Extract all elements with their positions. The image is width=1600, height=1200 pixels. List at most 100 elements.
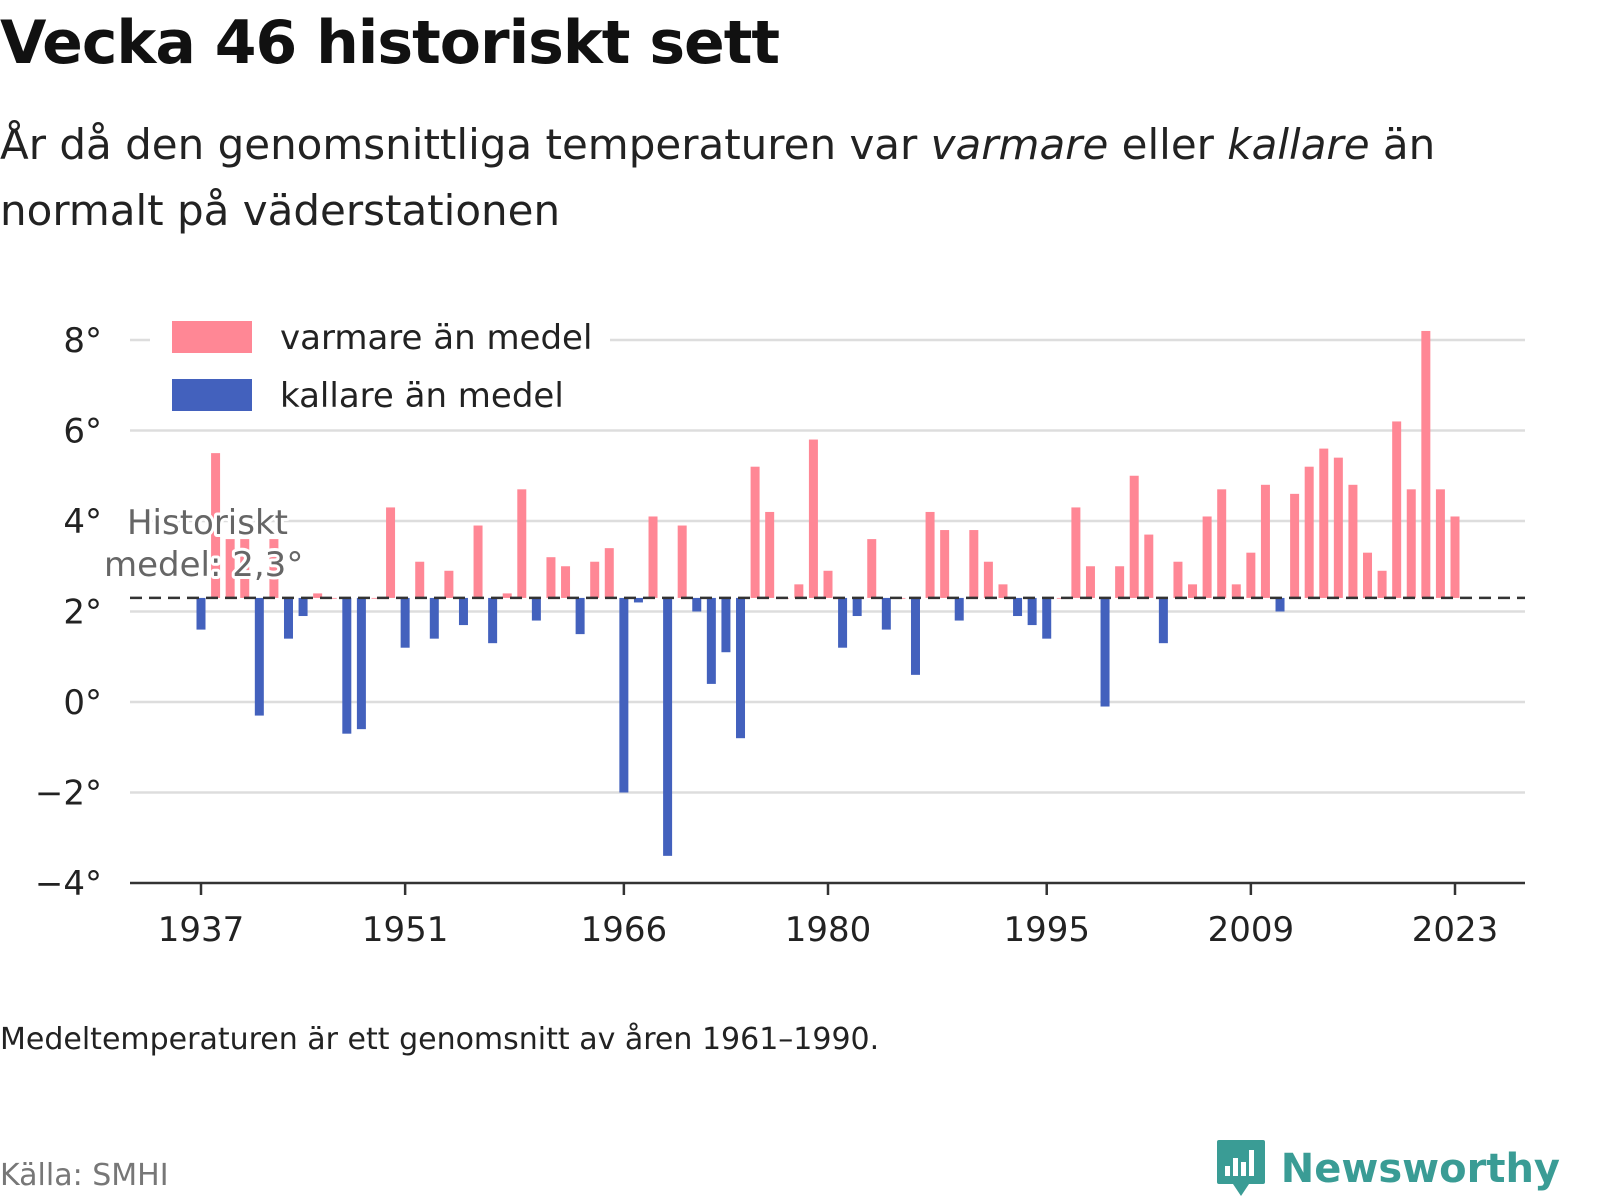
legend-swatch-warm xyxy=(172,321,252,353)
source-label: Källa: SMHI xyxy=(0,1158,169,1193)
bar-colder xyxy=(1275,597,1285,612)
bar-colder xyxy=(663,597,673,856)
bar-warmer xyxy=(940,530,950,598)
bar-warmer xyxy=(473,525,483,598)
x-tick-label: 1995 xyxy=(1003,910,1090,950)
bar-warmer xyxy=(1173,561,1183,598)
y-tick-label: 8° xyxy=(63,321,102,361)
bar-colder xyxy=(458,597,468,626)
x-tick-label: 2009 xyxy=(1208,910,1295,950)
bar-warmer xyxy=(517,489,527,598)
x-tick-label: 1980 xyxy=(785,910,872,950)
bar-warmer xyxy=(1392,421,1402,598)
bar-warmer xyxy=(1406,489,1416,598)
legend-label-cold: kallare än medel xyxy=(280,376,564,416)
bar-colder xyxy=(488,597,498,644)
bar-warmer xyxy=(1085,566,1095,598)
bar-warmer xyxy=(823,570,833,598)
subtitle-emphasis-warmer: varmare xyxy=(930,120,1109,169)
bar-warmer xyxy=(1115,566,1125,598)
bar-warmer xyxy=(983,561,993,598)
bar-warmer xyxy=(502,593,512,598)
bar-warmer xyxy=(1450,516,1460,598)
bar-warmer xyxy=(998,584,1008,598)
bar-warmer xyxy=(371,597,381,599)
bar-warmer xyxy=(1202,516,1212,598)
bars xyxy=(196,330,1460,856)
bar-warmer xyxy=(867,539,877,598)
bar-warmer xyxy=(561,566,571,598)
baseline-annotation: Historiskt medel: 2,3° xyxy=(101,500,306,588)
bar-colder xyxy=(356,597,366,730)
bar-colder xyxy=(429,597,439,639)
bar-warmer xyxy=(1333,457,1343,598)
subtitle-emphasis-colder: kallare xyxy=(1227,120,1370,169)
subtitle-part-3: än normalt på väderstationen xyxy=(0,120,1436,235)
bar-colder xyxy=(910,597,920,675)
bar-warmer xyxy=(925,511,935,598)
bar-warmer xyxy=(1217,489,1227,598)
bar-warmer xyxy=(444,570,454,598)
bar-warmer xyxy=(677,525,687,598)
bar-colder xyxy=(633,597,643,603)
bar-colder xyxy=(954,597,964,621)
bar-warmer xyxy=(240,539,250,598)
legend-swatch-cold xyxy=(172,379,252,411)
bar-warmer xyxy=(386,507,396,598)
bar-warmer xyxy=(1188,584,1198,598)
bar-colder xyxy=(400,597,410,648)
bar-warmer xyxy=(648,516,658,598)
bar-colder xyxy=(1158,597,1168,644)
bar-warmer xyxy=(1435,489,1445,598)
legend-label-warm: varmare än medel xyxy=(280,318,592,358)
x-tick-label: 1966 xyxy=(581,910,668,950)
footnote: Medeltemperaturen är ett genomsnitt av å… xyxy=(0,1022,880,1057)
bar-warmer xyxy=(1290,493,1300,598)
bar-colder xyxy=(342,597,352,734)
newsworthy-logo-icon xyxy=(1216,1140,1265,1196)
bar-warmer xyxy=(750,466,760,598)
bar-colder xyxy=(721,597,731,653)
chart-subtitle: År då den genomsnittliga temperaturen va… xyxy=(0,112,1560,244)
x-tick-label: 1937 xyxy=(158,910,245,950)
y-tick-label: 0° xyxy=(63,683,102,723)
bar-warmer xyxy=(1348,484,1358,598)
bar-warmer xyxy=(590,561,600,598)
x-axis-ticks: 1937 1951 1966 1980 1995 2009 2023 xyxy=(158,883,1499,950)
bar-colder xyxy=(575,597,585,635)
y-tick-label: 6° xyxy=(63,412,102,452)
y-tick-label: 2° xyxy=(63,593,102,633)
baseline-label-line-2: medel: 2,3° xyxy=(104,545,303,585)
legend: varmare än medel kallare än medel xyxy=(150,300,610,422)
bar-warmer xyxy=(1129,475,1139,598)
bar-warmer xyxy=(1377,570,1387,598)
bar-colder xyxy=(619,597,629,793)
bar-colder xyxy=(1042,597,1052,639)
bar-colder xyxy=(254,597,264,716)
y-axis-tick-labels: −4° −2° 0° 2° 4° 6° 8° xyxy=(35,321,102,904)
bar-colder xyxy=(692,597,702,612)
brand-logo-group: Newsworthy xyxy=(1215,1138,1560,1200)
bar-warmer xyxy=(1260,484,1270,598)
bar-warmer xyxy=(1421,330,1431,598)
bar-warmer xyxy=(211,453,221,598)
bar-warmer xyxy=(969,530,979,598)
bar-colder xyxy=(838,597,848,648)
bar-chart: −4° −2° 0° 2° 4° 6° 8° 1937 1951 1966 1980 1995 200… xyxy=(34,300,1525,950)
bar-colder xyxy=(196,597,206,630)
bar-warmer xyxy=(269,539,279,598)
bar-colder xyxy=(1027,597,1037,626)
bar-colder xyxy=(736,597,746,739)
bar-colder xyxy=(706,597,716,684)
bar-warmer xyxy=(604,548,614,598)
bar-warmer xyxy=(1246,552,1256,598)
baseline-label-line-1: Historiskt xyxy=(127,503,288,543)
bar-warmer xyxy=(808,439,818,598)
bar-warmer xyxy=(1144,534,1154,598)
chart-title: Vecka 46 historiskt sett xyxy=(0,8,780,78)
bar-warmer xyxy=(415,561,425,598)
y-tick-label: 4° xyxy=(63,502,102,542)
brand-name: Newsworthy xyxy=(1280,1146,1560,1192)
bar-warmer xyxy=(546,557,556,598)
x-tick-label: 2023 xyxy=(1412,910,1499,950)
